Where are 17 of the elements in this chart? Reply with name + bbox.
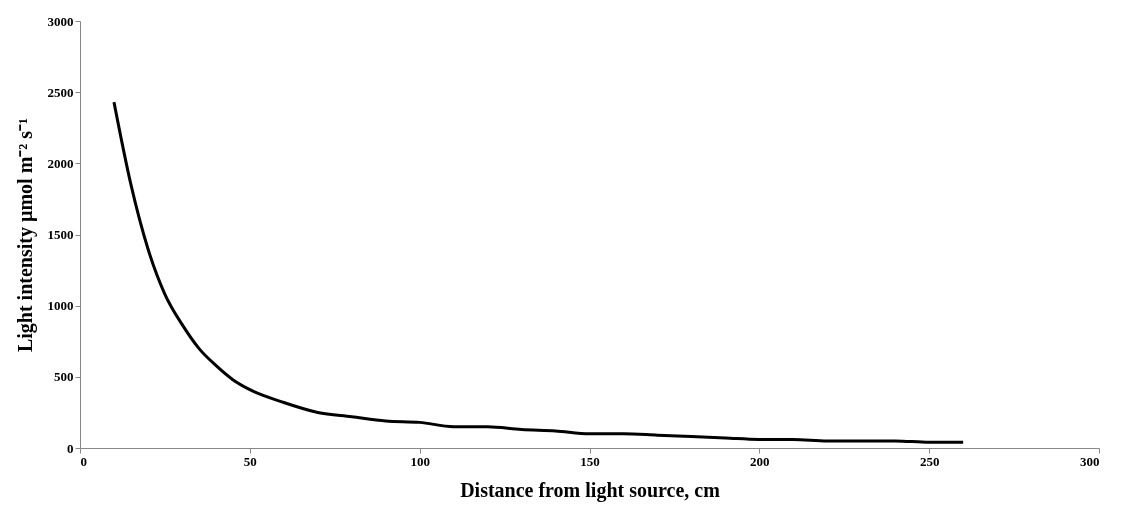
y-tick-label: 0 [67, 440, 74, 456]
line-series [112, 100, 965, 444]
x-tick-label: 150 [580, 453, 600, 469]
x-axis-title: Distance from light source, cm [460, 478, 721, 502]
y-tick-label: 3000 [47, 13, 74, 29]
y-tick-label: 1000 [47, 298, 74, 314]
x-tick-label: 50 [243, 453, 257, 469]
x-tick-label: 300 [1080, 453, 1100, 469]
x-tick-label: 200 [750, 453, 770, 469]
y-tick-label: 2500 [47, 84, 74, 100]
y-tick-label: 1500 [47, 227, 74, 242]
y-axis-title: Light intensity µmol m⁻² s⁻¹ [13, 117, 37, 353]
x-tick-label: 250 [919, 453, 940, 469]
y-tick-label: 500 [54, 369, 74, 385]
x-tick-label: 0 [80, 453, 87, 469]
x-tick-label: 100 [410, 453, 430, 469]
y-tick-label: 2000 [47, 155, 74, 171]
